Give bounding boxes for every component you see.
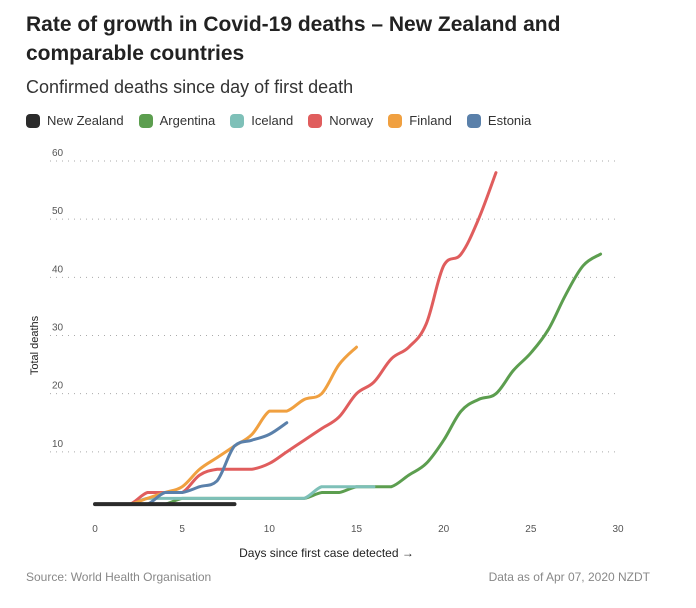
series-line-argentina [93, 252, 603, 506]
x-axis-label: Days since first case detected → [239, 546, 414, 560]
legend-swatch [466, 113, 481, 128]
legend-item-norway: Norway [308, 113, 373, 128]
legend-item-new-zealand: New Zealand [26, 113, 124, 128]
x-tick-label: 0 [92, 524, 98, 535]
x-tick-label: 30 [612, 524, 624, 535]
legend-label: Finland [409, 113, 452, 128]
series-line-norway [93, 171, 498, 506]
legend-swatch [388, 113, 403, 128]
legend-item-argentina: Argentina [138, 113, 216, 128]
y-tick-label: 20 [52, 381, 64, 392]
data-date-note: Data as of Apr 07, 2020 NZDT [488, 570, 650, 584]
x-tick-label: 10 [264, 524, 276, 535]
series-line-estonia [93, 421, 289, 506]
legend-swatch [230, 113, 245, 128]
legend-item-finland: Finland [388, 113, 452, 128]
legend-item-estonia: Estonia [466, 113, 532, 128]
legend-label: Estonia [487, 113, 532, 128]
x-tick-label: 5 [179, 524, 185, 535]
chart-title: Rate of growth in Covid-19 deaths – New … [26, 13, 561, 65]
source-note: Source: World Health Organisation [26, 570, 212, 584]
y-tick-label: 50 [52, 206, 64, 217]
legend-swatch [138, 113, 153, 128]
legend-swatch [308, 113, 323, 128]
legend-swatch [26, 113, 40, 128]
legend-label: New Zealand [47, 113, 124, 128]
x-tick-label: 25 [525, 524, 537, 535]
legend-item-iceland: Iceland [230, 113, 293, 128]
legend-label: Norway [329, 113, 374, 128]
legend-label: Iceland [251, 113, 294, 128]
y-tick-label: 40 [52, 264, 64, 275]
series-line-finland [93, 345, 358, 506]
x-tick-label: 20 [438, 524, 450, 535]
y-tick-label: 30 [52, 323, 64, 334]
y-tick-label: 60 [52, 148, 64, 159]
x-tick-label: 15 [351, 524, 363, 535]
legend: New Zealand Argentina Iceland Norway Finland… [26, 113, 546, 128]
y-tick-label: 10 [52, 439, 64, 450]
legend-label: Argentina [159, 113, 216, 128]
y-axis-label: Total deaths [29, 315, 41, 375]
chart-subtitle: Confirmed deaths since day of first deat… [26, 77, 354, 97]
